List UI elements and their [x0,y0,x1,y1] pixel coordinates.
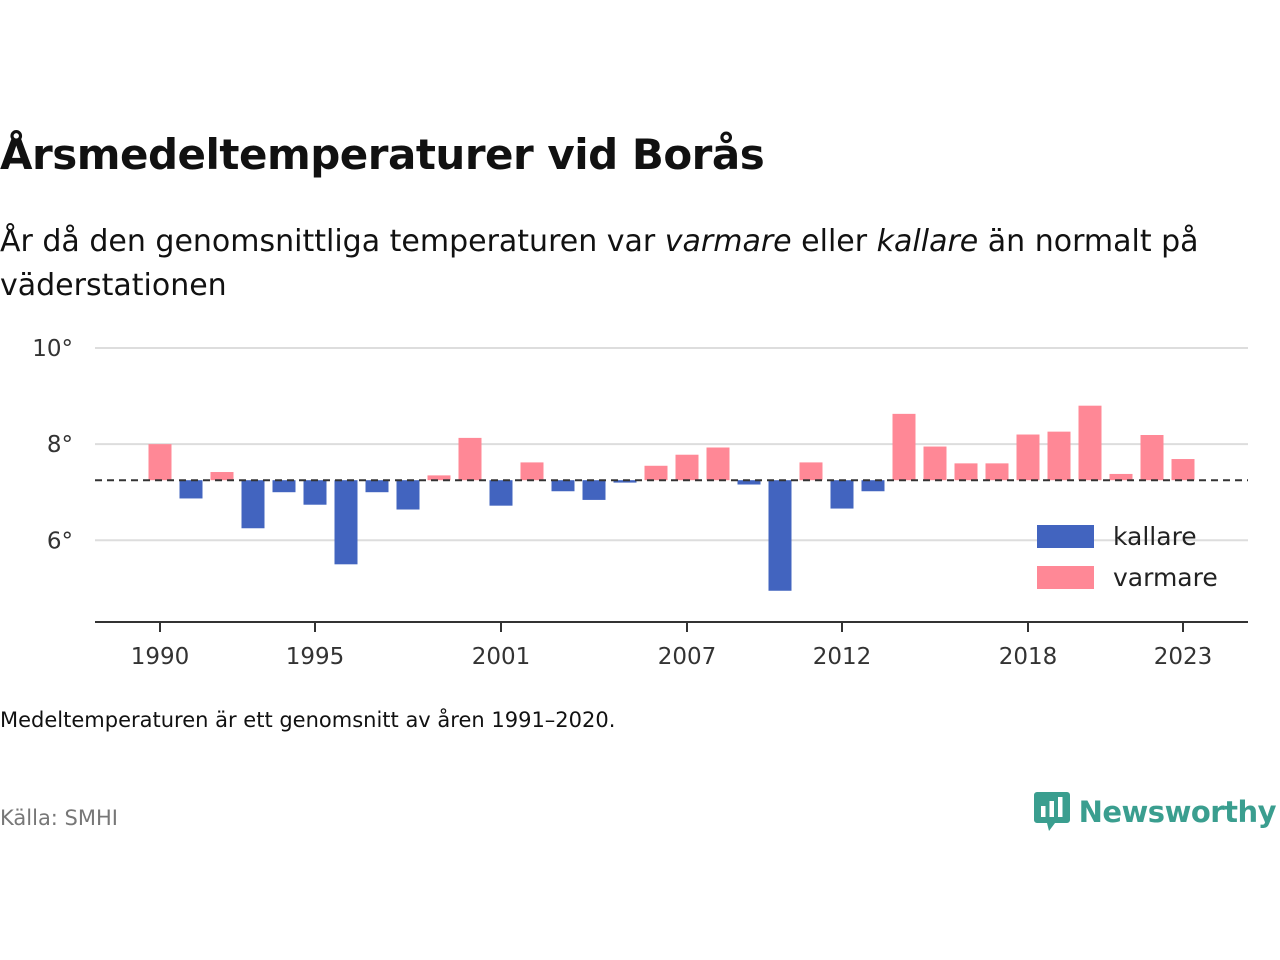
bar-2000 [458,437,482,481]
legend-swatch-warmer [1037,566,1094,589]
bar-1999 [427,475,451,481]
bar-2006 [644,465,668,481]
bar-2021 [1109,473,1133,481]
bars [148,405,1195,591]
bar-1995 [303,480,327,505]
x-tick-label: 2023 [1154,644,1213,670]
subtitle-text-3: än normalt på väderstationen [0,224,1199,303]
bar-2012 [830,480,854,509]
y-axis-ticks: 6° 8° 10° [32,336,73,554]
legend-label-warmer: varmare [1113,563,1218,592]
bar-2003 [551,480,575,492]
bar-2019 [1047,431,1071,481]
y-tick-label: 10° [32,336,73,362]
brand-logo: Newsworthy [1033,790,1277,834]
chart-subtitle: År då den genomsnittliga temperaturen va… [0,220,1260,308]
newsworthy-logo-icon [1033,792,1070,831]
brand-name: Newsworthy [1078,795,1277,829]
bar-2023 [1171,459,1195,481]
bar-1994 [272,480,296,493]
x-tick-label: 1995 [286,644,345,670]
bar-1990 [148,444,172,481]
footnote: Medeltemperaturen är ett genomsnitt av å… [0,708,616,732]
bar-2007 [675,454,699,481]
chart-title: Årsmedeltemperaturer vid Borås [0,130,765,179]
bar-2004 [582,480,606,500]
bar-2020 [1078,405,1102,481]
bar-1998 [396,480,420,510]
subtitle-text-1: År då den genomsnittliga temperaturen va… [0,224,665,259]
x-axis-ticks: 1990 1995 2001 2007 2012 2018 2023 [131,622,1213,670]
bar-2017 [985,463,1009,481]
bar-1993 [241,480,265,529]
bar-2009 [737,480,761,485]
legend-swatch-colder [1037,525,1094,548]
bar-2014 [892,413,916,481]
y-tick-label: 8° [47,432,73,458]
subtitle-cold-word: kallare [876,224,979,259]
bar-2018 [1016,434,1040,481]
x-tick-label: 2001 [472,644,531,670]
grid-lines [95,347,1248,542]
bar-2002 [520,462,544,481]
bar-2001 [489,480,513,506]
bar-2022 [1140,435,1164,481]
bar-1997 [365,480,389,493]
y-tick-label: 6° [47,528,73,554]
x-tick-label: 1990 [131,644,190,670]
bar-2011 [799,462,823,481]
x-tick-label: 2018 [999,644,1058,670]
legend-label-colder: kallare [1113,522,1197,551]
x-tick-label: 2007 [658,644,717,670]
bar-1996 [334,480,358,565]
bar-2016 [954,463,978,481]
bar-2005 [613,480,637,483]
bar-1991 [179,480,203,499]
bar-2013 [861,480,885,492]
bar-2015 [923,446,947,481]
bar-2010 [768,480,792,591]
bar-1992 [210,472,234,481]
legend: kallare varmare [1037,522,1218,592]
x-tick-label: 2012 [813,644,872,670]
temperature-bar-chart: 6° 8° 10° 1990 1995 2001 2007 2012 2018 2023 kal… [32,336,1248,670]
source-note: Källa: SMHI [0,806,118,830]
bar-2008 [706,447,730,481]
subtitle-text-2: eller [791,224,877,259]
subtitle-warm-word: varmare [664,224,792,259]
